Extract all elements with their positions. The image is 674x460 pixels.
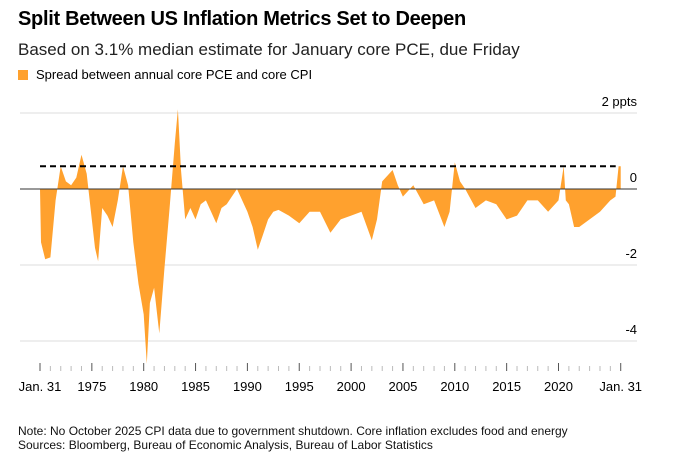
chart-title: Split Between US Inflation Metrics Set t… — [18, 8, 466, 30]
legend-label: Spread between annual core PCE and core … — [36, 67, 313, 82]
chart-subtitle: Based on 3.1% median estimate for Januar… — [18, 40, 520, 59]
x-tick-label: Jan. 31 — [19, 379, 62, 394]
x-tick-label: 2020 — [544, 379, 573, 394]
x-tick-label: 1990 — [233, 379, 262, 394]
series-area — [40, 109, 621, 364]
sources-text: Sources: Bloomberg, Bureau of Economic A… — [18, 438, 433, 452]
x-tick-label: Jan. 31 — [599, 379, 642, 394]
y-tick-label: 2 ppts — [602, 94, 638, 109]
x-tick-label: 2005 — [388, 379, 417, 394]
y-tick-label: -2 — [625, 246, 637, 261]
x-tick-label: 2010 — [440, 379, 469, 394]
note-text: Note: No October 2025 CPI data due to go… — [18, 424, 568, 438]
x-tick-label: 1995 — [285, 379, 314, 394]
x-tick-label: 1985 — [181, 379, 210, 394]
x-tick-label: 1980 — [129, 379, 158, 394]
x-tick-label: 1975 — [77, 379, 106, 394]
footnote: Note: No October 2025 CPI data due to go… — [18, 424, 568, 452]
legend-swatch — [18, 69, 28, 80]
x-tick-label: 2000 — [337, 379, 366, 394]
legend: Spread between annual core PCE and core … — [18, 67, 312, 82]
x-tick-label: 2015 — [492, 379, 521, 394]
y-tick-label: 0 — [630, 170, 637, 185]
y-tick-label: -4 — [625, 322, 637, 337]
